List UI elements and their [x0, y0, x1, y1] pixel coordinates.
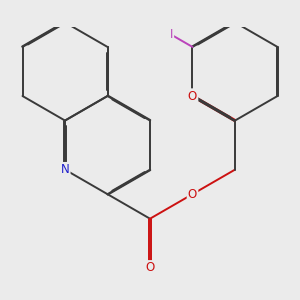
Text: O: O — [188, 188, 197, 201]
Text: O: O — [188, 89, 197, 103]
Text: I: I — [169, 28, 173, 41]
Text: O: O — [146, 261, 154, 274]
Text: N: N — [61, 163, 69, 176]
